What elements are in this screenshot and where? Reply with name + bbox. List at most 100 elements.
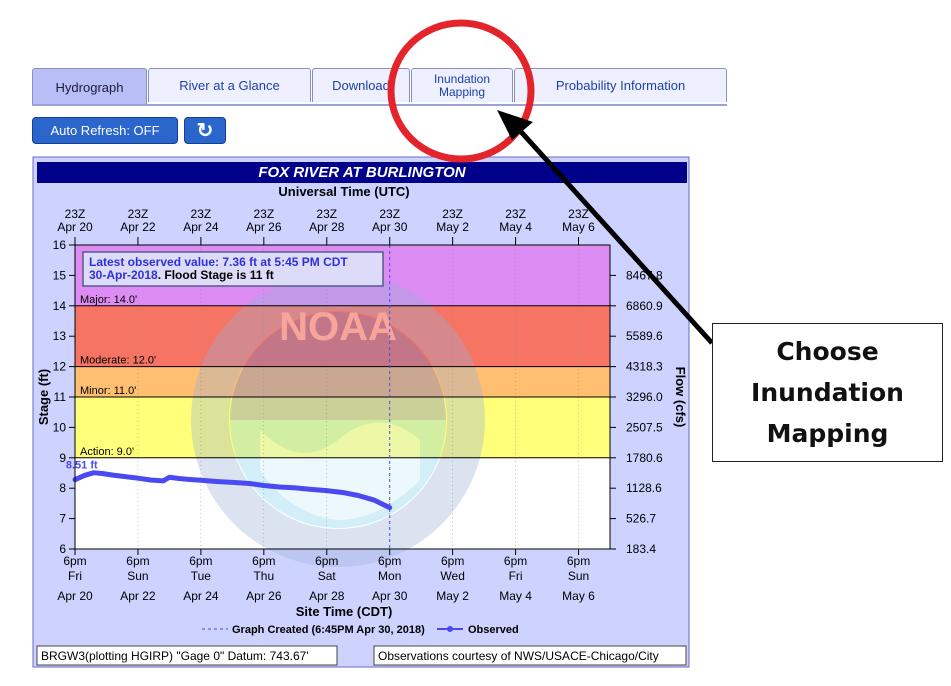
- footer-left: BRGW3(plotting HGIRP) "Gage 0" Datum: 74…: [41, 649, 309, 663]
- bottom-tick-date-0: Apr 20: [57, 589, 93, 603]
- top-tick-date-3: Apr 26: [246, 220, 282, 234]
- y2-tick-label-1: 526.7: [626, 512, 656, 526]
- callout-line-2: Inundation: [751, 378, 904, 407]
- top-tick-hour-1: 23Z: [128, 207, 149, 221]
- bottom-tick-time-3: 6pm: [252, 554, 275, 568]
- auto-refresh-label: Auto Refresh: OFF: [50, 123, 160, 138]
- flood-category-labels: Major: 14.0' Moderate: 12.0' Minor: 11.0' A…: [75, 294, 610, 459]
- flood-band-label-1: Moderate: 12.0': [80, 355, 156, 367]
- top-tick-date-1: Apr 22: [120, 220, 156, 234]
- footer-left-box: [36, 645, 338, 666]
- svg-text:NOAA: NOAA: [279, 305, 397, 349]
- y-tick-label-0: 6: [59, 542, 66, 556]
- y-tick-label-6: 12: [53, 360, 67, 374]
- tab-download-label: Download: [332, 78, 390, 93]
- y2-tick-label-3: 1780.6: [626, 451, 663, 465]
- bottom-tick-day-6: Wed: [440, 569, 464, 583]
- highlight-circle: [387, 19, 535, 163]
- top-tick-hour-8: 23Z: [568, 207, 589, 221]
- y2-tick-label-8: 6860.9: [626, 299, 663, 313]
- tab-inundation-mapping-label-2: Mapping: [438, 84, 486, 99]
- bottom-tick-date-3: Apr 26: [246, 589, 282, 603]
- y2-tick-label-0: 183.4: [626, 542, 656, 556]
- y-axis-ticks: 6 7 8 9 10 11 12 13 14 15 16: [53, 238, 75, 556]
- top-tick-date-0: Apr 20: [57, 220, 93, 234]
- auto-refresh-button[interactable]: Auto Refresh: OFF: [32, 117, 178, 144]
- footer-right-box: [373, 645, 687, 666]
- tab-inundation-mapping[interactable]: Inundation Mapping: [411, 68, 513, 102]
- y2-tick-label-2: 1128.6: [626, 481, 662, 495]
- flood-band-label-0: Major: 14.0': [80, 294, 137, 306]
- tab-underline: [32, 104, 727, 106]
- y-tick-label-3: 9: [59, 451, 66, 465]
- y2-axis-label: Flow (cfs): [673, 367, 688, 428]
- bottom-tick-time-1: 6pm: [126, 554, 149, 568]
- top-tick-date-6: May 2: [436, 220, 469, 234]
- bottom-tick-date-1: Apr 22: [120, 589, 156, 603]
- tab-river-at-a-glance[interactable]: River at a Glance: [148, 68, 311, 102]
- y-tick-label-8: 14: [53, 299, 67, 313]
- x-axis-label: Site Time (CDT): [296, 604, 393, 619]
- y2-tick-label-7: 5589.6: [626, 329, 663, 343]
- bottom-tick-time-6: 6pm: [441, 554, 464, 568]
- top-tick-hour-7: 23Z: [505, 207, 526, 221]
- top-tick-hour-6: 23Z: [442, 207, 463, 221]
- tab-probability-information[interactable]: Probability Information: [514, 68, 727, 102]
- bottom-tick-time-2: 6pm: [189, 554, 212, 568]
- top-tick-date-7: May 4: [499, 220, 532, 234]
- latest-value-box: [82, 251, 384, 287]
- bottom-tick-date-6: May 2: [436, 589, 469, 603]
- legend-observed-label: Observed: [468, 624, 519, 636]
- refresh-button[interactable]: ↻: [184, 117, 226, 144]
- y-tick-label-4: 10: [53, 420, 67, 434]
- callout-line-3: Mapping: [766, 419, 889, 448]
- latest-value-line2: 30-Apr-2018. Flood Stage is 11 ft: [89, 268, 274, 282]
- y-tick-label-7: 13: [53, 329, 67, 343]
- top-tick-date-4: Apr 28: [309, 220, 345, 234]
- bottom-tick-date-2: Apr 24: [183, 589, 219, 603]
- observed-series-line: [72, 470, 393, 511]
- latest-value-line1: Latest observed value: 7.36 ft at 5:45 P…: [89, 255, 348, 269]
- flood-band-1: [75, 305, 610, 367]
- legend-observed-marker: [447, 626, 453, 632]
- y2-tick-label-4: 2507.5: [626, 420, 663, 434]
- bottom-tick-date-7: May 4: [499, 589, 532, 603]
- top-tick-hour-2: 23Z: [191, 207, 212, 221]
- legend-created-label: Graph Created (6:45PM Apr 30, 2018): [232, 624, 425, 636]
- y-tick-label-2: 8: [59, 481, 66, 495]
- bottom-tick-day-0: Fri: [68, 569, 82, 583]
- tab-river-at-a-glance-label: River at a Glance: [179, 78, 280, 93]
- footer-right: Observations courtesy of NWS/USACE-Chica…: [378, 649, 659, 663]
- y2-tick-label-6: 4318.3: [626, 360, 663, 374]
- chart-title: FOX RIVER AT BURLINGTON: [258, 164, 466, 181]
- bottom-tick-time-7: 6pm: [504, 554, 527, 568]
- top-tick-hour-4: 23Z: [316, 207, 337, 221]
- bottom-tick-time-8: 6pm: [567, 554, 590, 568]
- chart-title-bar: [37, 162, 687, 183]
- flood-band-label-2: Minor: 11.0': [80, 385, 136, 397]
- y2-tick-label-5: 3296.0: [626, 390, 663, 404]
- flood-band-3: [75, 397, 610, 458]
- bottom-tick-time-4: 6pm: [315, 554, 338, 568]
- bottom-tick-time-0: 6pm: [63, 554, 86, 568]
- callout-box: Choose Inundation Mapping: [712, 323, 943, 462]
- bottom-tick-day-5: Mon: [378, 569, 401, 583]
- callout-line-1: Choose: [776, 337, 879, 366]
- bottom-tick-day-3: Thu: [253, 569, 274, 583]
- bottom-tick-day-4: Sat: [318, 569, 337, 583]
- top-axis-title: Universal Time (UTC): [278, 184, 409, 199]
- y-axis-label: Stage (ft): [36, 369, 51, 425]
- bottom-tick-date-5: Apr 30: [372, 589, 408, 603]
- tab-hydrograph[interactable]: Hydrograph: [32, 68, 147, 105]
- y-tick-label-1: 7: [59, 512, 66, 526]
- refresh-icon: ↻: [196, 120, 214, 142]
- flood-band-label-3: Action: 9.0': [80, 446, 134, 458]
- tab-hydrograph-label: Hydrograph: [55, 79, 124, 95]
- flood-stage-note: Flood Stage is 11 ft: [164, 268, 273, 282]
- noaa-watermark: NOAA: [191, 273, 485, 567]
- tab-probability-information-label: Probability Information: [555, 78, 686, 93]
- top-tick-hour-3: 23Z: [253, 207, 274, 221]
